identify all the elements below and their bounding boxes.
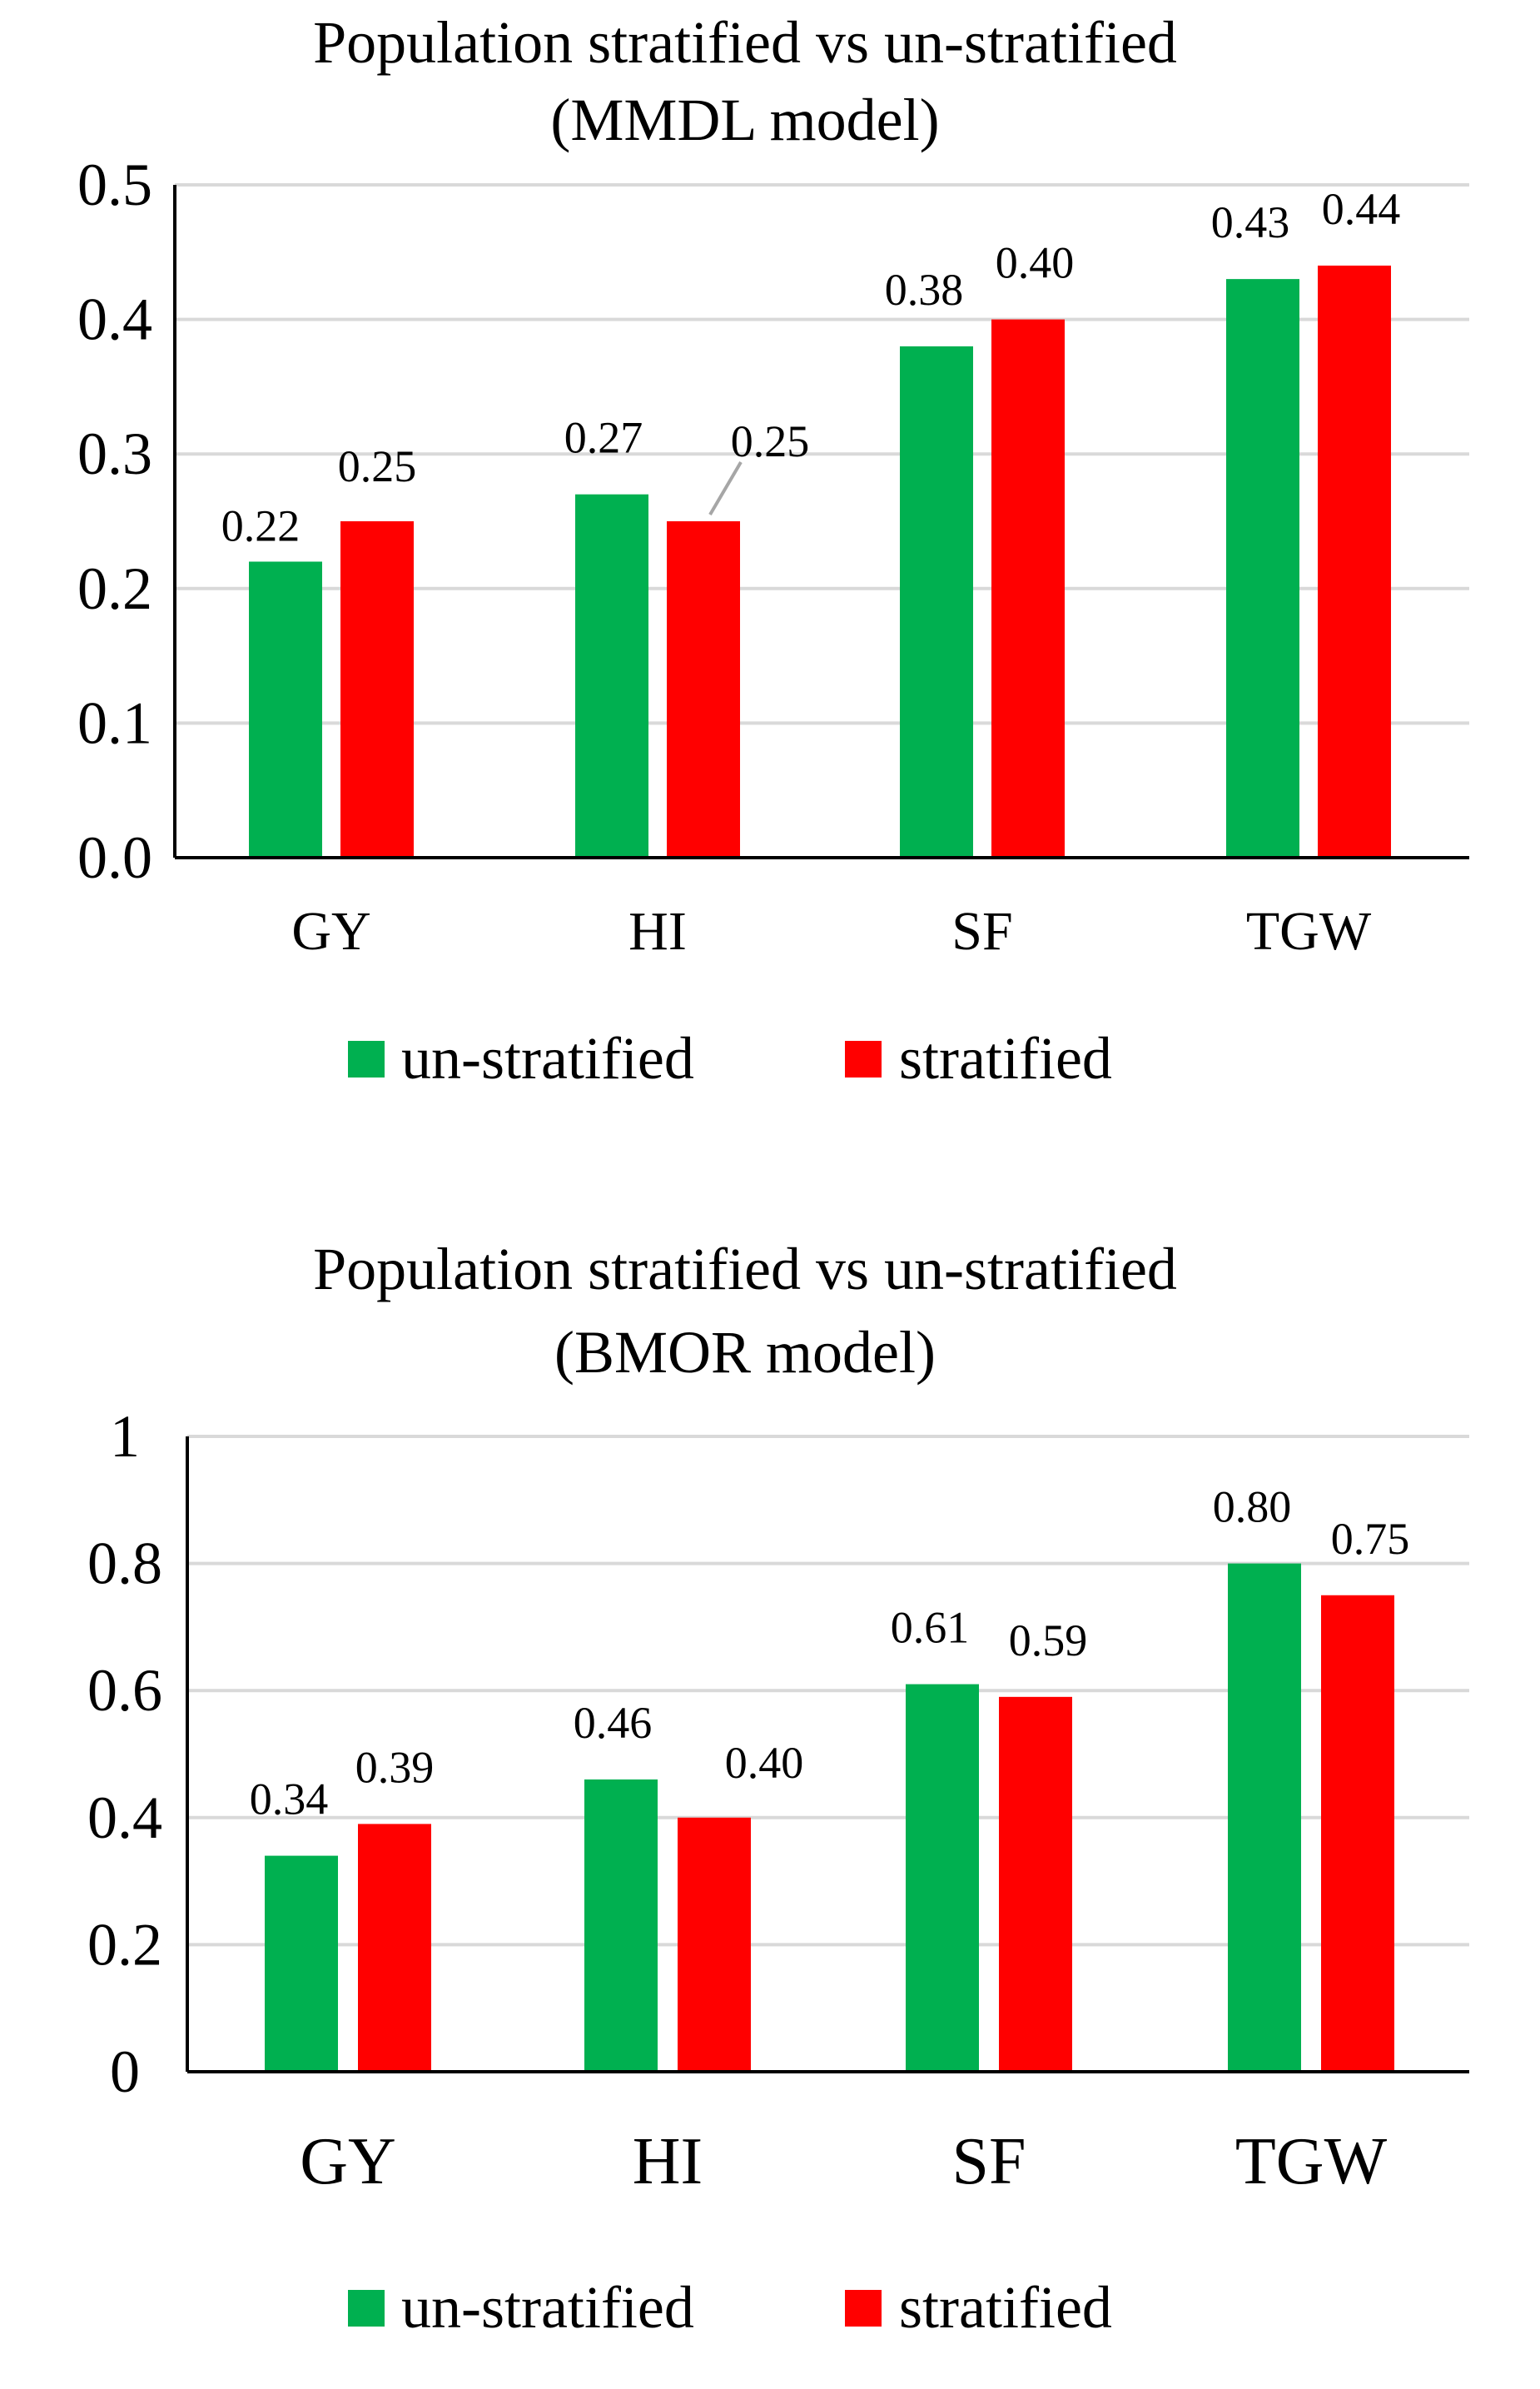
chart-1-bar-unstratified-gy [249,561,322,858]
chart-2-bar-unstratified-hi [584,1779,658,2072]
chart-2-data-label: 0.59 [1009,1615,1088,1665]
chart-2-x-tick-label: HI [633,2125,703,2198]
chart-1-data-label: 0.25 [338,441,417,491]
chart-1-legend-swatch-stratified [845,1041,882,1078]
chart-2-y-tick-label: 0 [110,2038,140,2105]
chart-1-x-tick-label: TGW [1246,901,1372,962]
chart-1-title-line-2: (MMDL model) [550,87,939,153]
chart-2-bar-stratified-gy [358,1824,431,2072]
chart-1-bar-stratified-gy [340,521,414,858]
chart-2-x-tick-label: GY [300,2125,396,2198]
chart-1-y-tick-label: 0.3 [77,421,152,487]
chart-2-y-tick-label: 1 [110,1403,140,1470]
chart-1-legend-swatch-unstratified [348,1041,385,1078]
chart-1-y-tick-label: 0.5 [77,152,152,218]
chart-2-bar-unstratified-gy [265,1855,338,2072]
chart-2-y-tick-label: 0.2 [87,1911,162,1978]
chart-1-y-tick-label: 0.1 [77,689,152,756]
chart-2-data-label: 0.61 [891,1603,970,1653]
chart-2-y-tick-label: 0.4 [87,1784,162,1851]
chart-2-data-label: 0.80 [1213,1482,1292,1532]
chart-1-legend-label-unstratified: un-stratified [401,1025,694,1092]
chart-1-data-label: 0.44 [1322,184,1401,234]
chart-1-bar-stratified-tgw [1318,265,1391,859]
chart-1-bar-stratified-hi [667,521,740,858]
chart-1-legend-label-stratified: stratified [899,1025,1112,1092]
chart-1-y-tick-label: 0.0 [77,824,152,891]
chart-2-data-label: 0.75 [1331,1514,1410,1564]
chart-2-bar-unstratified-tgw [1228,1563,1301,2072]
chart-2-data-label: 0.46 [574,1698,653,1748]
chart-2-bar-stratified-tgw [1321,1595,1394,2072]
chart-1-title-line-1: Population stratified vs un-stratified [313,9,1177,76]
chart-2-data-label: 0.34 [250,1774,329,1824]
chart-1-data-label: 0.25 [731,416,810,466]
chart-1-y-tick-label: 0.4 [77,286,152,353]
chart-2-legend-label-unstratified: un-stratified [401,2274,694,2341]
chart-2-y-tick-label: 0.6 [87,1657,162,1724]
chart-2-title-line-2: (BMOR model) [554,1319,936,1386]
chart-1-data-label: 0.38 [885,265,964,315]
chart-1-bar-unstratified-sf [900,346,973,858]
chart-2-x-tick-label: TGW [1235,2125,1388,2198]
chart-2-data-label: 0.40 [725,1738,804,1788]
chart-1-x-tick-label: HI [628,901,687,962]
chart-2-bar-unstratified-sf [906,1684,979,2072]
chart-2-x-tick-label: SF [952,2125,1026,2198]
chart-1-y-tick-label: 0.2 [77,555,152,622]
chart-1-x-tick-label: SF [951,901,1012,962]
chart-1-bar-unstratified-tgw [1226,279,1299,858]
chart-2-legend-swatch-unstratified [348,2290,385,2327]
chart-1-data-label: 0.43 [1211,197,1290,247]
chart-1-data-label: 0.22 [221,500,301,550]
chart-1-data-label: 0.40 [996,238,1075,288]
chart-1-bar-stratified-sf [991,319,1065,859]
chart-1-label-leader-line [708,460,743,516]
chart-2-bar-stratified-hi [678,1817,751,2072]
chart-2-legend-label-stratified: stratified [899,2274,1112,2341]
chart-2-bar-stratified-sf [999,1696,1072,2072]
chart-2-data-label: 0.39 [355,1742,435,1792]
chart-1-data-label: 0.27 [564,413,643,463]
chart-2-legend-swatch-stratified [845,2290,882,2327]
chart-2-y-tick-label: 0.8 [87,1530,162,1597]
chart-1-bar-unstratified-hi [575,494,648,858]
chart-1-x-tick-label: GY [291,901,370,962]
chart-2-title-line-1: Population stratified vs un-stratified [313,1236,1177,1302]
